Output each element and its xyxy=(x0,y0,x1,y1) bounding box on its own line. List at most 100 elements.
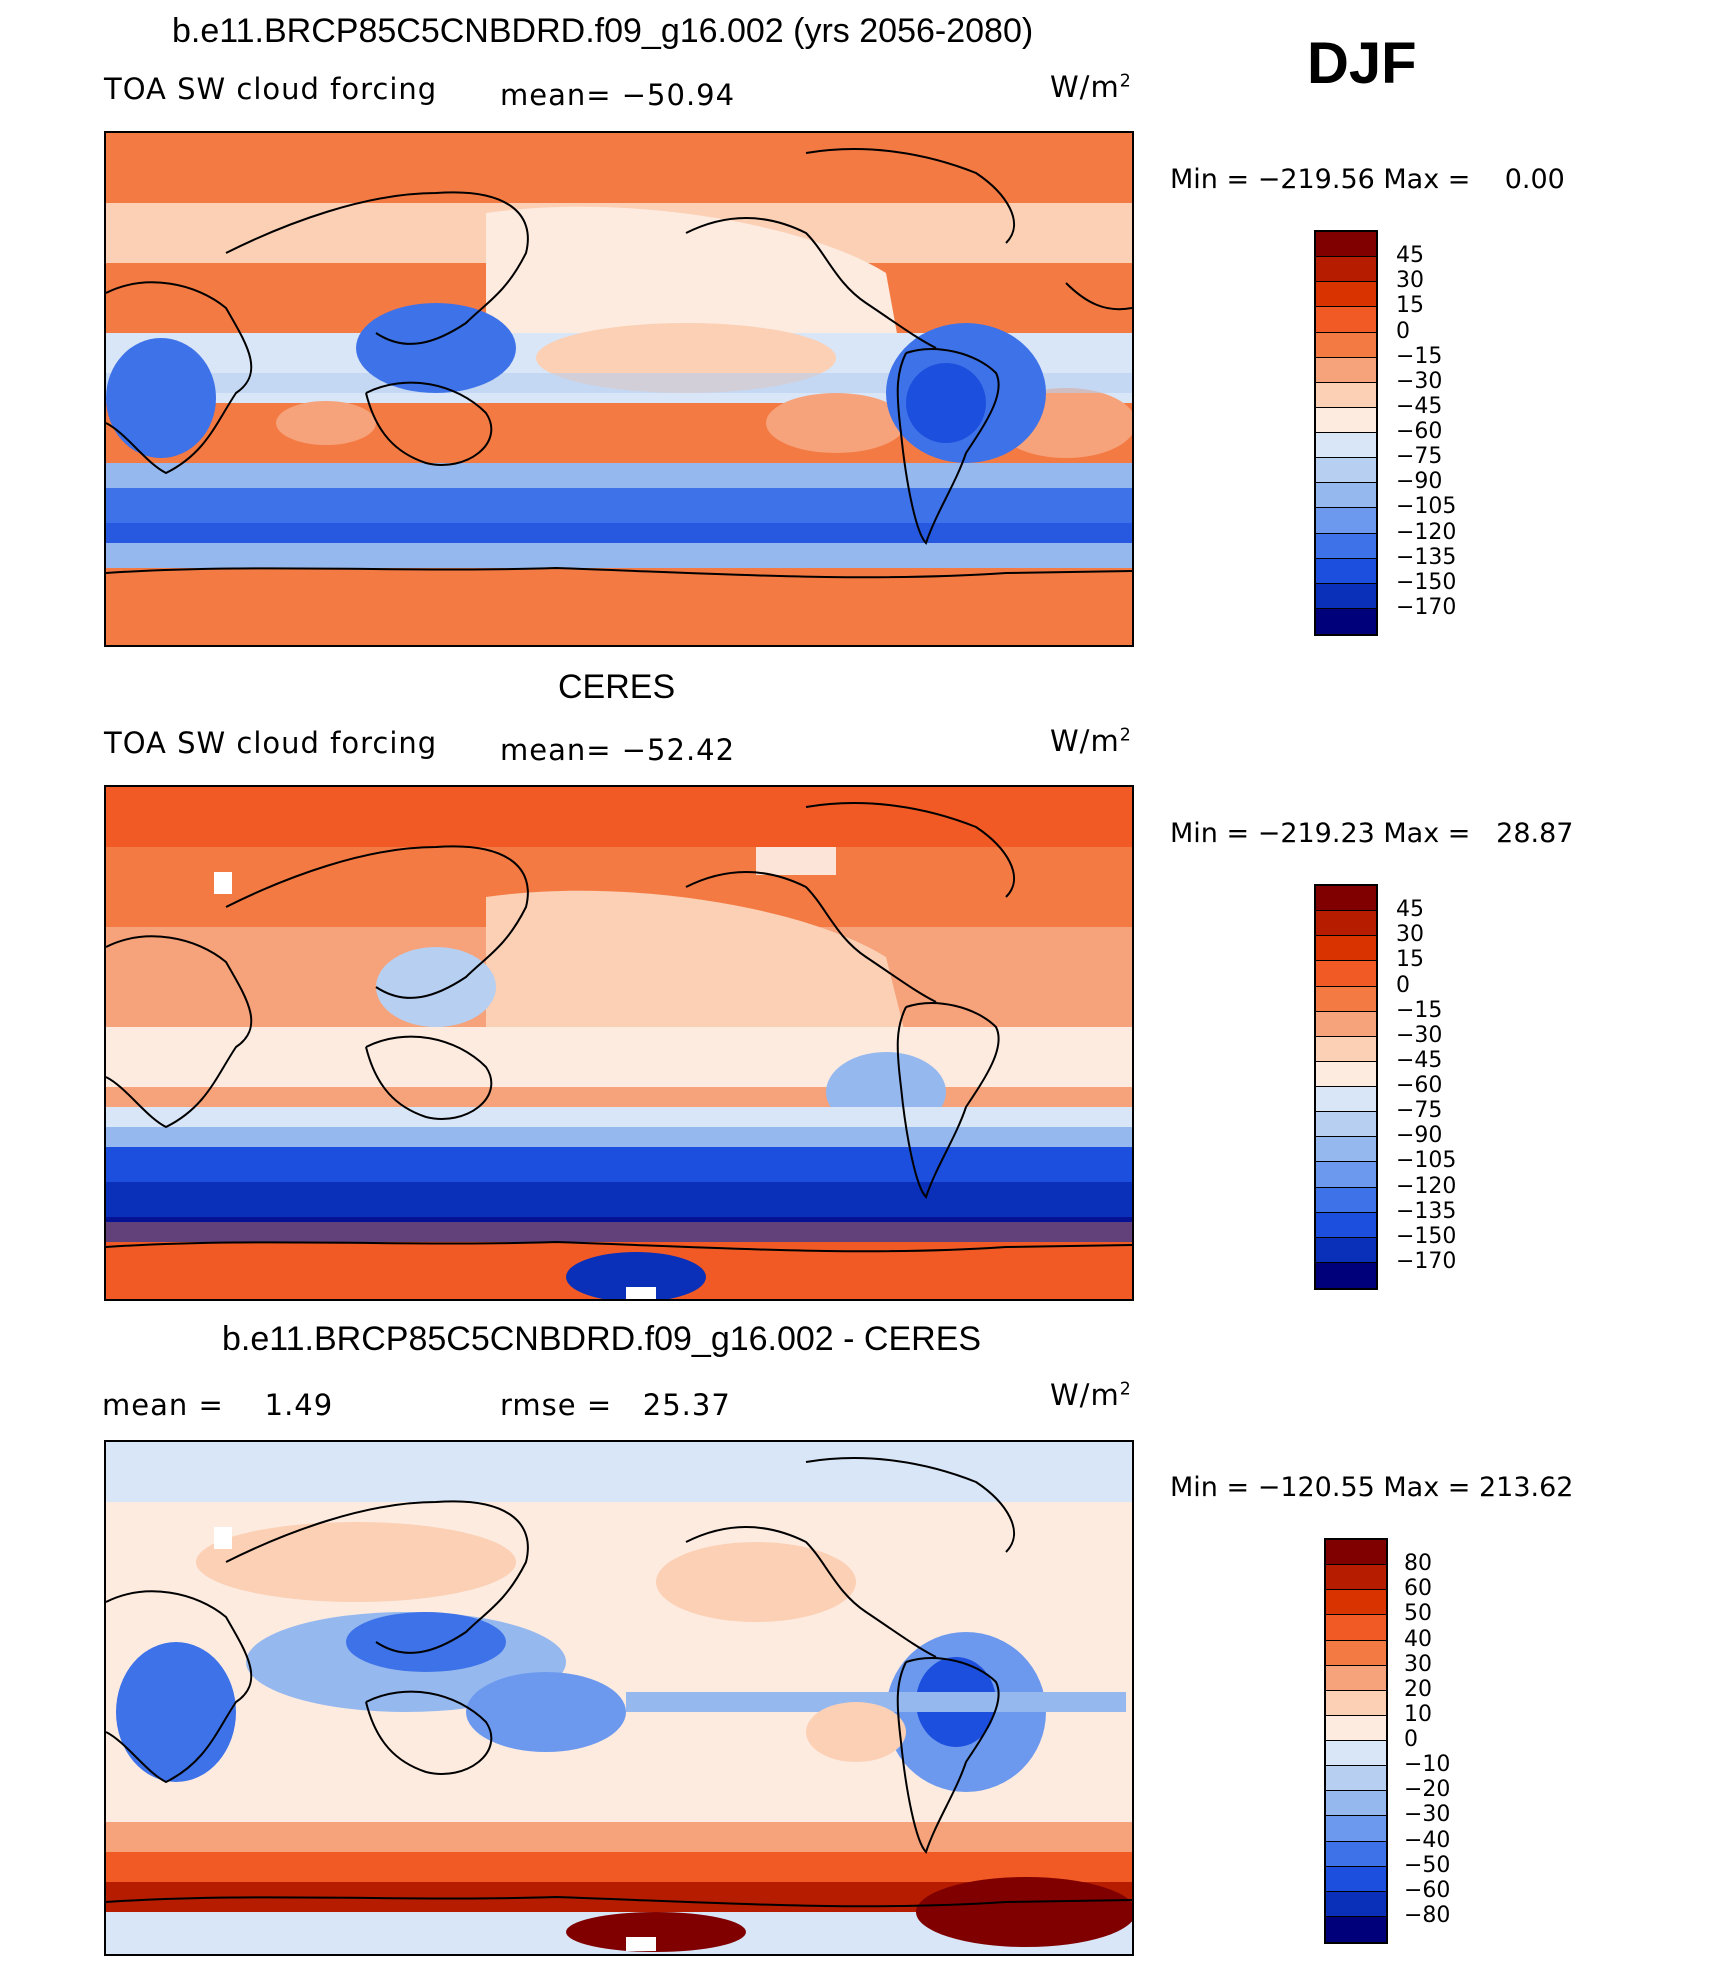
panel-2-colorbar-labels: 45 30 15 0 −15 −30 −45 −60 −75 −90 −105 −120 −135 −15… xyxy=(1396,884,1516,1290)
colorbar-tick-label: −150 xyxy=(1396,569,1457,595)
colorbar-swatch xyxy=(1326,1590,1386,1616)
colorbar-swatch xyxy=(1316,508,1376,534)
colorbar-swatch xyxy=(1316,986,1376,1012)
colorbar-tick-label: −105 xyxy=(1396,494,1457,520)
colorbar-swatch xyxy=(1316,407,1376,433)
colorbar-swatch xyxy=(1316,1187,1376,1213)
colorbar-tick-label: −120 xyxy=(1396,519,1457,545)
colorbar-swatch xyxy=(1316,257,1376,283)
colorbar-swatch xyxy=(1326,1615,1386,1641)
colorbar-tick-label: 0 xyxy=(1396,972,1410,998)
season-label: DJF xyxy=(1307,31,1417,96)
colorbar-tick-label: −105 xyxy=(1396,1148,1457,1174)
colorbar-tick-label: −170 xyxy=(1396,1248,1457,1274)
colorbar-swatch xyxy=(1316,458,1376,484)
colorbar-swatch xyxy=(1326,1665,1386,1691)
panel-1-variable-label: TOA SW cloud forcing xyxy=(104,72,438,106)
colorbar-swatch xyxy=(1316,483,1376,509)
colorbar-swatch xyxy=(1316,1262,1376,1288)
colorbar-swatch xyxy=(1326,1841,1386,1867)
colorbar-swatch xyxy=(1316,936,1376,962)
colorbar-tick-label: −30 xyxy=(1396,368,1443,394)
colorbar-tick-label: 30 xyxy=(1404,1651,1432,1677)
colorbar-tick-label: 15 xyxy=(1396,947,1424,973)
colorbar-swatch xyxy=(1326,1891,1386,1917)
panel-1-map xyxy=(104,131,1134,647)
colorbar-swatch xyxy=(1316,357,1376,383)
colorbar-swatch xyxy=(1316,608,1376,634)
colorbar-swatch xyxy=(1316,1036,1376,1062)
colorbar-tick-label: 80 xyxy=(1404,1551,1432,1577)
colorbar-swatch xyxy=(1316,382,1376,408)
colorbar-tick-label: −30 xyxy=(1396,1022,1443,1048)
panel-1-colorbar xyxy=(1314,230,1378,636)
colorbar-tick-label: −45 xyxy=(1396,393,1443,419)
colorbar-tick-label: 30 xyxy=(1396,922,1424,948)
panel-1-title: b.e11.BRCP85C5CNBDRD.f09_g16.002 (yrs 20… xyxy=(172,12,1034,50)
panel-3-mean-label: mean = 1.49 xyxy=(102,1388,334,1422)
colorbar-tick-label: −15 xyxy=(1396,997,1443,1023)
colorbar-tick-label: −135 xyxy=(1396,1198,1457,1224)
colorbar-tick-label: −75 xyxy=(1396,444,1443,470)
panel-3-rmse-label: rmse = 25.37 xyxy=(500,1388,731,1422)
colorbar-tick-label: 0 xyxy=(1396,318,1410,344)
colorbar-swatch xyxy=(1316,433,1376,459)
colorbar-tick-label: −45 xyxy=(1396,1047,1443,1073)
colorbar-tick-label: −90 xyxy=(1396,469,1443,495)
colorbar-swatch xyxy=(1316,232,1376,258)
panel-2-title: CERES xyxy=(558,668,676,706)
colorbar-swatch xyxy=(1316,533,1376,559)
colorbar-swatch xyxy=(1326,1766,1386,1792)
colorbar-tick-label: −60 xyxy=(1396,1073,1443,1098)
panel-2-colorbar xyxy=(1314,884,1378,1290)
panel-2-minmax: Min = −219.23 Max = 28.87 xyxy=(1170,818,1574,849)
colorbar-swatch xyxy=(1316,886,1376,912)
panel-1-units-label: W/m2 xyxy=(1050,70,1132,104)
colorbar-swatch xyxy=(1316,1087,1376,1113)
colorbar-swatch xyxy=(1316,558,1376,584)
colorbar-swatch xyxy=(1316,1237,1376,1263)
colorbar-swatch xyxy=(1326,1540,1386,1566)
colorbar-swatch xyxy=(1316,961,1376,987)
panel-3-title: b.e11.BRCP85C5CNBDRD.f09_g16.002 - CERES xyxy=(222,1320,982,1358)
colorbar-tick-label: −60 xyxy=(1404,1877,1451,1903)
panel-2-variable-label: TOA SW cloud forcing xyxy=(104,726,438,760)
colorbar-swatch xyxy=(1316,1212,1376,1238)
panel-2-mean-label: mean= −52.42 xyxy=(500,733,736,767)
colorbar-tick-label: −80 xyxy=(1404,1902,1451,1928)
colorbar-swatch xyxy=(1326,1791,1386,1817)
colorbar-tick-label: −60 xyxy=(1396,419,1443,444)
colorbar-tick-label: −75 xyxy=(1396,1098,1443,1124)
colorbar-swatch xyxy=(1326,1816,1386,1842)
panel-3-colorbar-labels: 80 60 50 40 30 20 10 0 −10 −20 −30 −40 −50 −60 −80 xyxy=(1404,1538,1524,1944)
colorbar-swatch xyxy=(1326,1565,1386,1591)
colorbar-swatch xyxy=(1326,1690,1386,1716)
colorbar-tick-label: 10 xyxy=(1404,1701,1432,1727)
colorbar-tick-label: −120 xyxy=(1396,1173,1457,1199)
colorbar-tick-label: 30 xyxy=(1396,268,1424,294)
panel-3-minmax: Min = −120.55 Max = 213.62 xyxy=(1170,1472,1574,1503)
colorbar-tick-label: −30 xyxy=(1404,1802,1451,1828)
colorbar-swatch xyxy=(1326,1741,1386,1767)
colorbar-swatch xyxy=(1316,1061,1376,1087)
colorbar-tick-label: −150 xyxy=(1396,1223,1457,1249)
colorbar-tick-label: −50 xyxy=(1404,1852,1451,1878)
colorbar-swatch xyxy=(1316,307,1376,333)
panel-1-mean-label: mean= −50.94 xyxy=(500,78,736,112)
colorbar-swatch xyxy=(1316,1112,1376,1138)
colorbar-swatch xyxy=(1316,1011,1376,1037)
colorbar-tick-label: −40 xyxy=(1404,1827,1451,1853)
colorbar-tick-label: 60 xyxy=(1404,1576,1432,1602)
colorbar-swatch xyxy=(1316,1162,1376,1188)
colorbar-tick-label: −10 xyxy=(1404,1752,1451,1778)
colorbar-tick-label: 20 xyxy=(1404,1676,1432,1702)
colorbar-tick-label: −135 xyxy=(1396,544,1457,570)
panel-2-map xyxy=(104,785,1134,1301)
colorbar-swatch xyxy=(1326,1916,1386,1942)
colorbar-tick-label: −170 xyxy=(1396,594,1457,620)
panel-1-colorbar-labels: 45 30 15 0 −15 −30 −45 −60 −75 −90 −105 −120 −135 −15… xyxy=(1396,230,1516,636)
colorbar-swatch xyxy=(1316,282,1376,308)
panel-3-units-label: W/m2 xyxy=(1050,1378,1132,1412)
colorbar-tick-label: 50 xyxy=(1404,1601,1432,1627)
colorbar-tick-label: 0 xyxy=(1404,1727,1418,1752)
